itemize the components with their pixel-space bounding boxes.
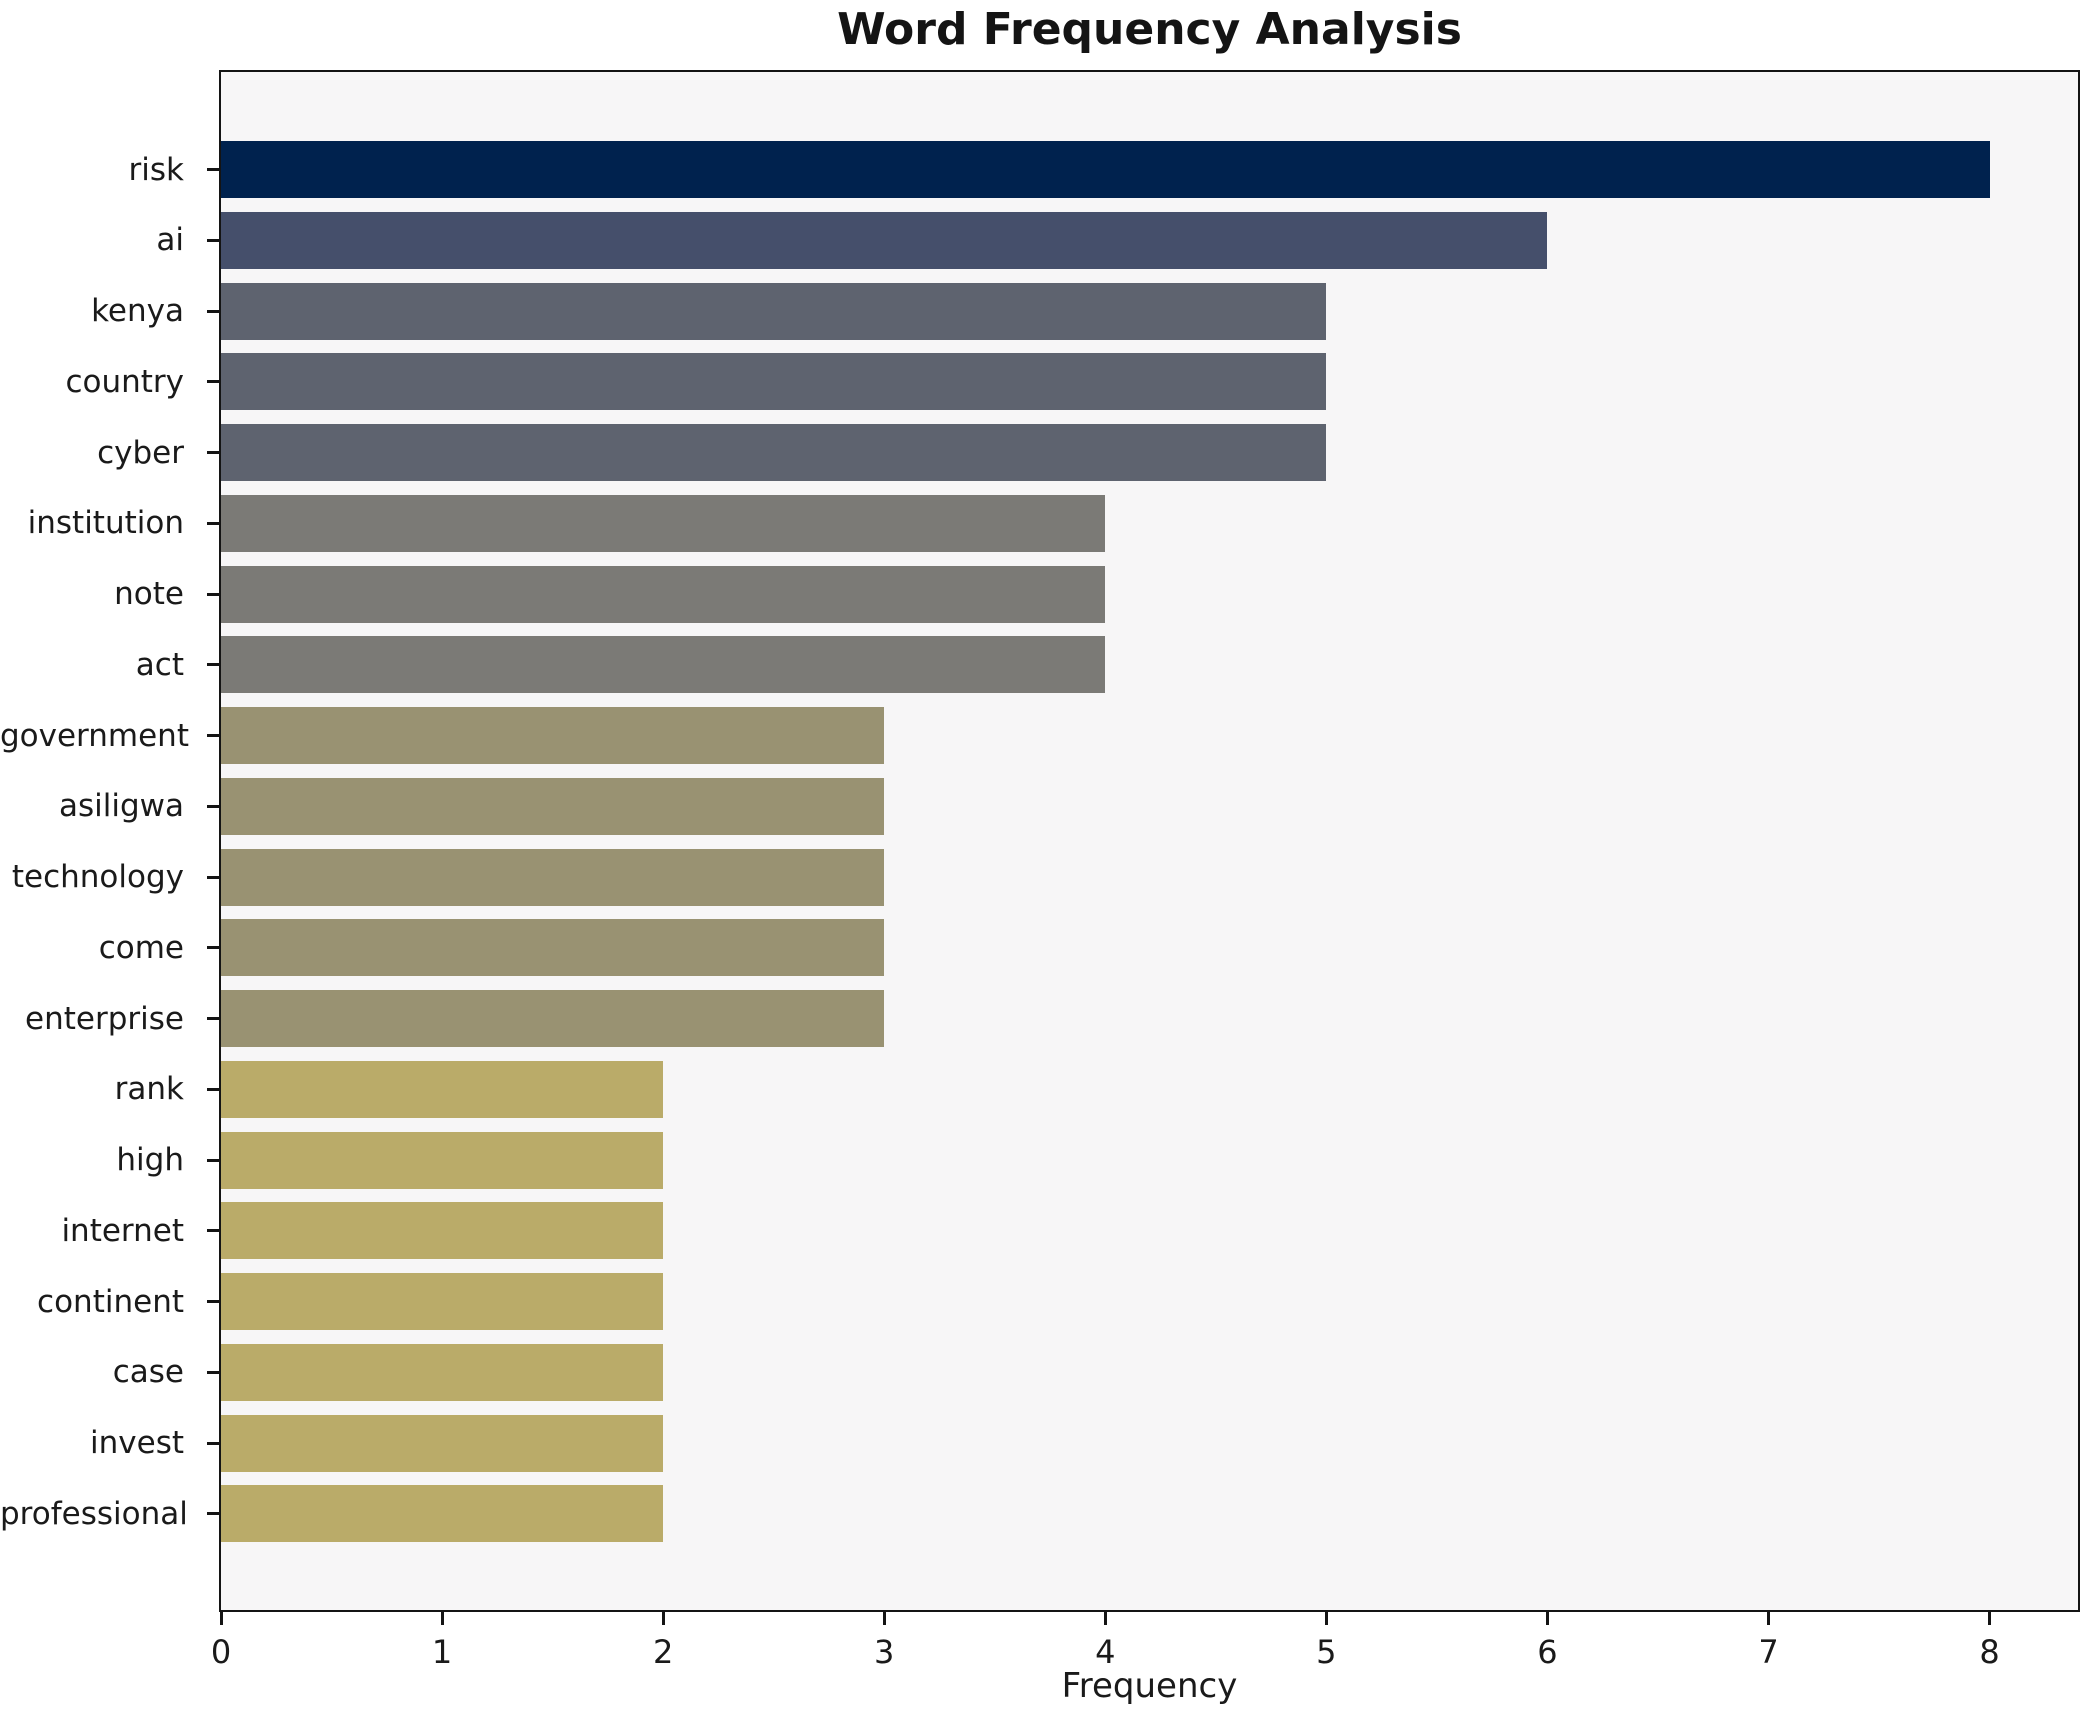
y-tick-mark <box>207 309 219 313</box>
x-tick-mark <box>440 1612 444 1625</box>
bar-government <box>221 707 885 764</box>
y-tick-mark <box>207 1300 219 1303</box>
y-tick-label-ai: ai <box>156 222 184 259</box>
y-tick-label-case: case <box>112 1354 184 1391</box>
bar-enterprise <box>221 990 885 1047</box>
bar-case <box>221 1343 664 1401</box>
y-tick-label-institution: institution <box>27 505 184 542</box>
y-tick-mark <box>207 1087 219 1091</box>
y-tick-mark <box>207 663 219 667</box>
bar-act <box>221 636 1106 694</box>
y-tick-mark <box>207 1441 219 1445</box>
x-tick-label-7: 7 <box>1758 1633 1779 1671</box>
x-tick-label-3: 3 <box>874 1633 895 1671</box>
bar-kenya <box>221 282 1327 340</box>
x-tick-mark <box>882 1612 886 1625</box>
x-tick-label-8: 8 <box>1979 1633 2000 1671</box>
bar-rank <box>221 1060 664 1118</box>
bar-come <box>221 919 885 977</box>
y-tick-mark <box>207 875 219 879</box>
bar-country <box>221 353 1327 411</box>
y-tick-label-come: come <box>98 929 184 966</box>
x-tick-mark <box>1324 1612 1328 1625</box>
x-tick-mark <box>661 1612 665 1625</box>
x-tick-mark <box>1103 1612 1107 1625</box>
y-tick-mark <box>207 1017 219 1020</box>
y-tick-label-internet: internet <box>61 1212 184 1249</box>
y-tick-mark <box>207 1158 219 1162</box>
y-tick-mark <box>207 1229 219 1233</box>
y-tick-label-professional: professional <box>0 1495 188 1532</box>
y-tick-label-note: note <box>114 576 184 612</box>
y-tick-label-act: act <box>135 646 184 683</box>
bar-cyber <box>221 424 1327 481</box>
x-tick-label-0: 0 <box>210 1633 232 1671</box>
y-tick-mark <box>207 1370 219 1374</box>
bar-note <box>221 565 1106 623</box>
bar-invest <box>221 1414 664 1472</box>
x-tick-label-4: 4 <box>1095 1633 1116 1671</box>
plot-area <box>219 70 2080 1612</box>
bar-professional <box>221 1485 664 1543</box>
x-axis-title: Frequency <box>1061 1666 1238 1706</box>
x-tick-mark <box>1545 1612 1549 1625</box>
bar-risk <box>221 141 1990 198</box>
x-tick-mark <box>1988 1612 1992 1625</box>
y-tick-label-invest: invest <box>90 1425 184 1461</box>
chart-title: Word Frequency Analysis <box>837 4 1462 55</box>
y-tick-label-asiligwa: asiligwa <box>58 788 184 825</box>
y-tick-label-continent: continent <box>37 1283 184 1320</box>
y-tick-mark <box>207 521 219 525</box>
x-tick-label-2: 2 <box>652 1633 674 1671</box>
y-tick-label-risk: risk <box>128 151 184 188</box>
x-tick-label-6: 6 <box>1537 1633 1558 1671</box>
y-tick-mark <box>207 451 219 454</box>
bar-high <box>221 1131 664 1189</box>
bar-ai <box>221 211 1548 269</box>
x-tick-label-5: 5 <box>1316 1633 1337 1671</box>
y-tick-label-government: government <box>0 717 189 754</box>
bar-technology <box>221 848 885 906</box>
y-tick-label-cyber: cyber <box>97 434 184 471</box>
y-tick-label-kenya: kenya <box>91 293 184 329</box>
y-tick-label-rank: rank <box>114 1071 184 1108</box>
bar-continent <box>221 1273 664 1330</box>
y-tick-mark <box>207 734 219 737</box>
bar-internet <box>221 1202 664 1260</box>
x-tick-label-1: 1 <box>431 1633 453 1671</box>
y-tick-mark <box>207 804 219 808</box>
bar-asiligwa <box>221 777 885 835</box>
y-tick-label-high: high <box>116 1142 184 1178</box>
y-tick-label-technology: technology <box>11 859 184 895</box>
y-tick-mark <box>207 1512 219 1516</box>
y-tick-mark <box>207 168 219 171</box>
y-tick-label-country: country <box>65 363 184 400</box>
bar-institution <box>221 494 1106 552</box>
x-tick-mark <box>1767 1612 1770 1625</box>
y-tick-mark <box>207 946 219 950</box>
y-tick-mark <box>207 380 219 384</box>
y-tick-mark <box>207 592 219 596</box>
y-tick-label-enterprise: enterprise <box>25 1000 184 1037</box>
y-tick-mark <box>207 238 219 242</box>
x-tick-mark <box>219 1612 223 1625</box>
